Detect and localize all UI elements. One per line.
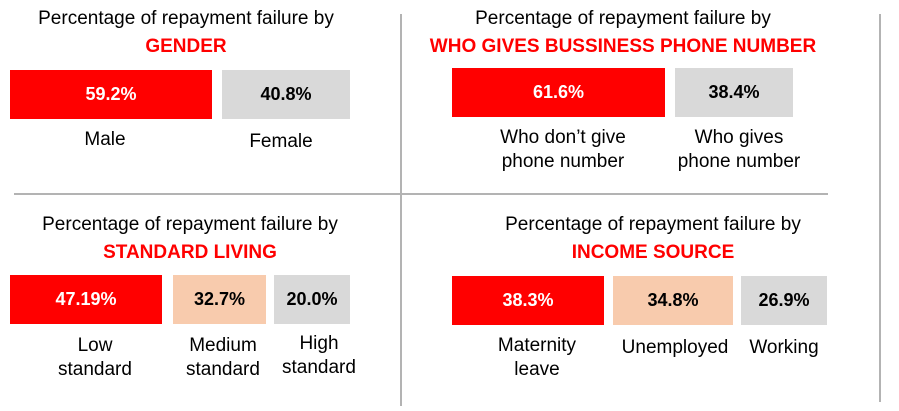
category-label: Working xyxy=(738,336,830,360)
right-edge-divider xyxy=(879,14,881,402)
bar: 38.4% xyxy=(675,68,793,117)
category-label-line: Maternity xyxy=(497,335,577,356)
category-label: Male xyxy=(84,129,126,150)
category-label-line: phone number xyxy=(501,151,625,172)
category-label-line: leave xyxy=(514,359,560,380)
category-label: Unemployed xyxy=(608,336,742,360)
chart-subtitle: STANDARD LIVING xyxy=(103,242,277,263)
category-label: Medium standard xyxy=(172,334,274,382)
bar: 32.7% xyxy=(173,275,266,324)
bar: 40.8% xyxy=(222,70,350,119)
category-label-line: High xyxy=(299,333,339,354)
chart-subtitle: INCOME SOURCE xyxy=(571,242,735,263)
horizontal-divider xyxy=(14,193,828,195)
category-label-line: phone number xyxy=(677,151,801,172)
category-label-line: Unemployed xyxy=(621,337,729,358)
chart-subtitle: GENDER xyxy=(145,36,227,57)
category-label-line: standard xyxy=(186,359,260,380)
category-label-line: Who gives xyxy=(694,127,784,148)
category-label: Low standard xyxy=(40,334,150,382)
chart-title: Percentage of repayment failure by xyxy=(38,8,334,29)
vertical-divider xyxy=(400,14,402,406)
chart-title: Percentage of repayment failure by xyxy=(505,214,801,235)
category-label-line: standard xyxy=(282,357,356,378)
category-label: Maternity leave xyxy=(478,334,596,382)
bar: 26.9% xyxy=(741,276,827,325)
category-label: Who gives phone number xyxy=(664,126,814,174)
category-label-line: Low xyxy=(77,335,113,356)
category-label: High standard xyxy=(272,332,366,380)
bar: 34.8% xyxy=(613,276,733,325)
category-label-line: Medium xyxy=(189,335,257,356)
chart-title: Percentage of repayment failure by xyxy=(475,8,771,29)
chart-title: Percentage of repayment failure by xyxy=(42,214,338,235)
category-label-line: standard xyxy=(58,359,132,380)
category-label-line: Who don’t give xyxy=(500,127,626,148)
bar: 38.3% xyxy=(452,276,604,325)
chart-subtitle: WHO GIVES BUSSINESS PHONE NUMBER xyxy=(429,36,817,57)
bar: 47.19% xyxy=(10,275,162,324)
bar: 59.2% xyxy=(10,70,212,119)
bar: 61.6% xyxy=(452,68,665,117)
bar: 20.0% xyxy=(274,275,350,324)
category-label-line: Working xyxy=(749,337,819,358)
category-label: Who don’t give phone number xyxy=(478,126,648,174)
category-label: Female xyxy=(249,131,313,152)
